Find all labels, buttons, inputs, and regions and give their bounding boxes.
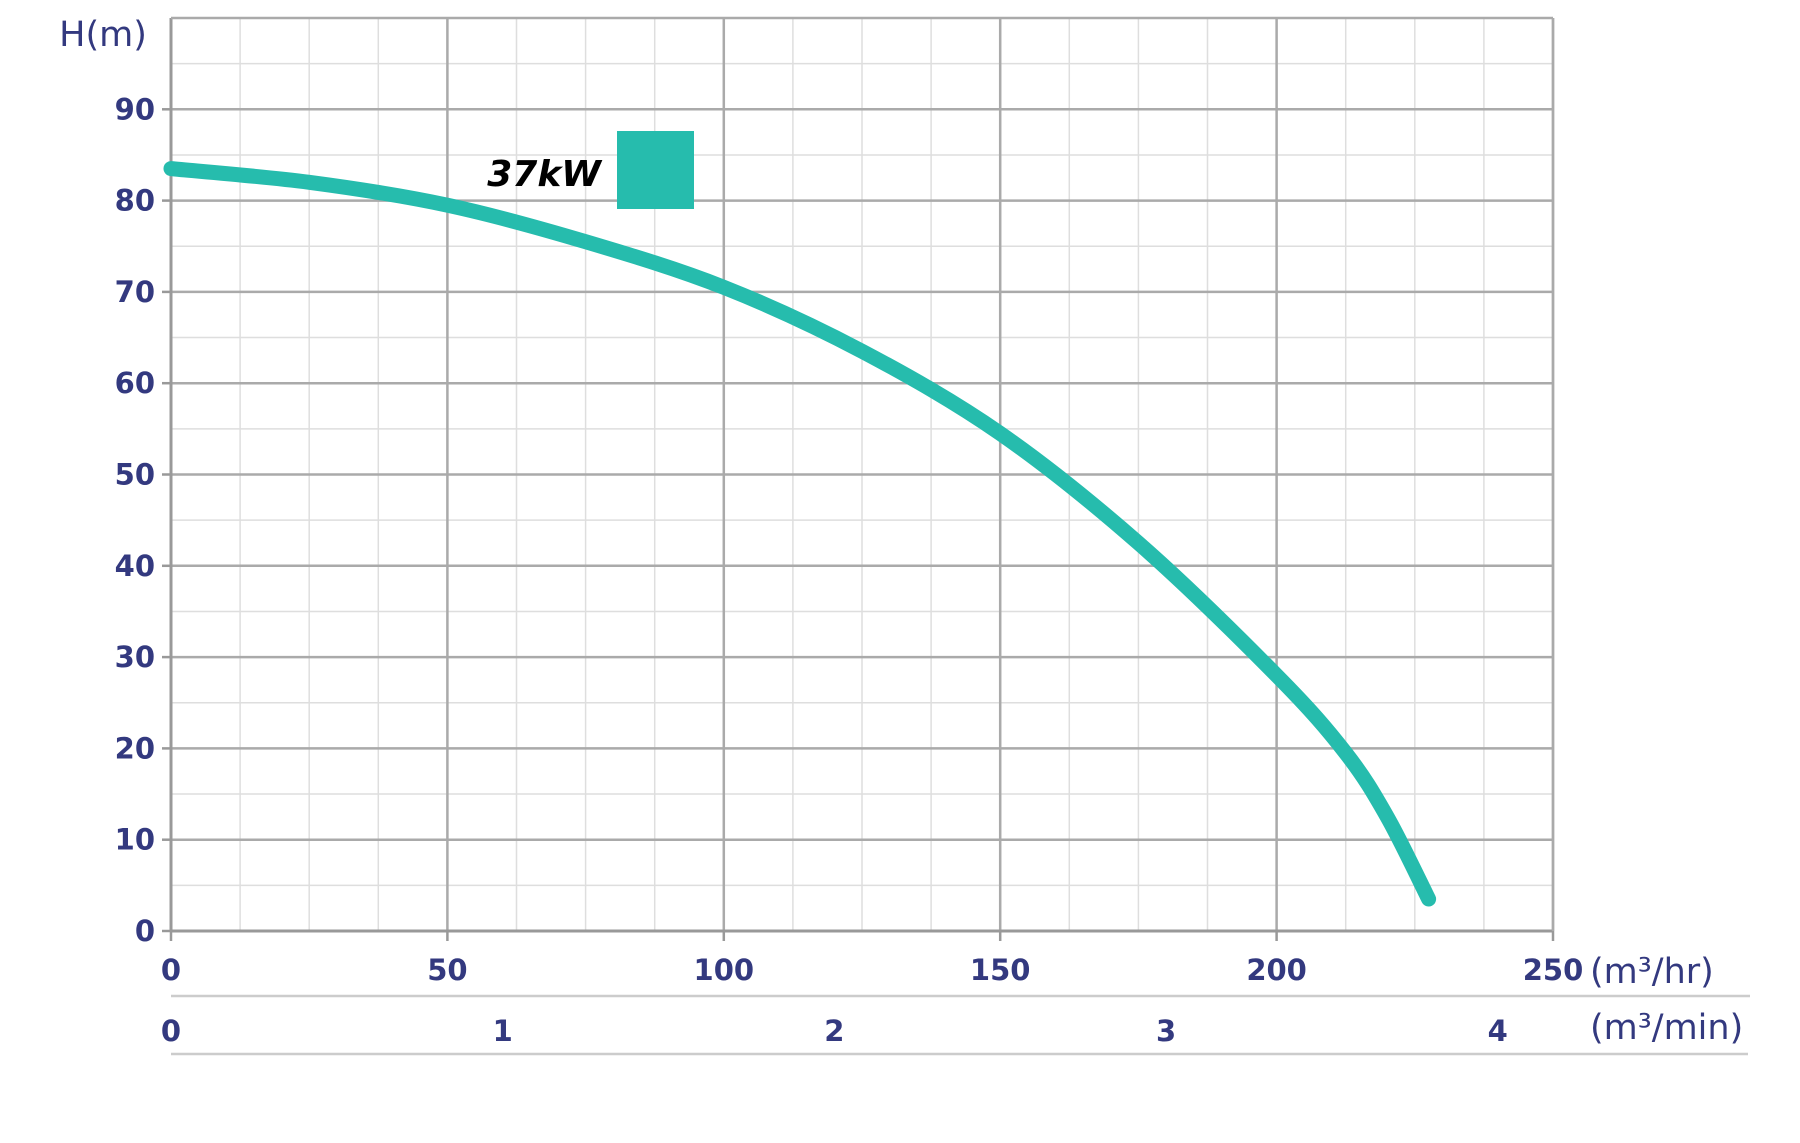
x-tick-label: 0 [161, 953, 181, 987]
y-tick-label: 50 [115, 458, 155, 492]
legend-label-37kw: 37kW [487, 154, 603, 195]
y-axis-ticks: 0 10 20 30 40 50 60 70 80 90 [115, 92, 171, 948]
secondary-x-axis-ticks: 0 1 2 3 4 [161, 1014, 1508, 1048]
x-tick-label: 150 [970, 953, 1031, 987]
secondary-x-axis-unit-label: (m³/min) [1590, 1008, 1743, 1048]
y-tick-label: 0 [135, 914, 155, 948]
legend-swatch-37kw [617, 131, 694, 209]
y-tick-label: 40 [115, 549, 155, 583]
series-line-37kw [163, 161, 1437, 907]
x-axis-unit-label: (m³/hr) [1590, 952, 1714, 992]
y-axis-label: H(m) [59, 15, 147, 55]
series-group [163, 161, 1437, 907]
y-tick-label: 70 [115, 275, 155, 309]
y-tick-label: 80 [115, 184, 155, 218]
legend: 37kW [487, 131, 694, 209]
y-tick-label: 30 [115, 640, 155, 674]
x-tick-label: 200 [1246, 953, 1307, 987]
secondary-x-tick-label: 0 [161, 1014, 181, 1048]
x-tick-label: 50 [427, 953, 467, 987]
secondary-x-tick-label: 1 [493, 1014, 513, 1048]
axes [169, 16, 1750, 1056]
y-tick-label: 10 [115, 823, 155, 857]
secondary-x-tick-label: 3 [1156, 1014, 1176, 1048]
y-tick-label: 20 [115, 731, 155, 765]
x-axis-ticks: 0 50 100 150 200 250 [161, 931, 1583, 987]
y-tick-label: 90 [115, 92, 155, 126]
secondary-x-tick-label: 4 [1488, 1014, 1508, 1048]
x-tick-label: 250 [1523, 953, 1584, 987]
x-tick-label: 100 [694, 953, 755, 987]
y-tick-label: 60 [115, 366, 155, 400]
secondary-x-tick-label: 2 [824, 1014, 844, 1048]
